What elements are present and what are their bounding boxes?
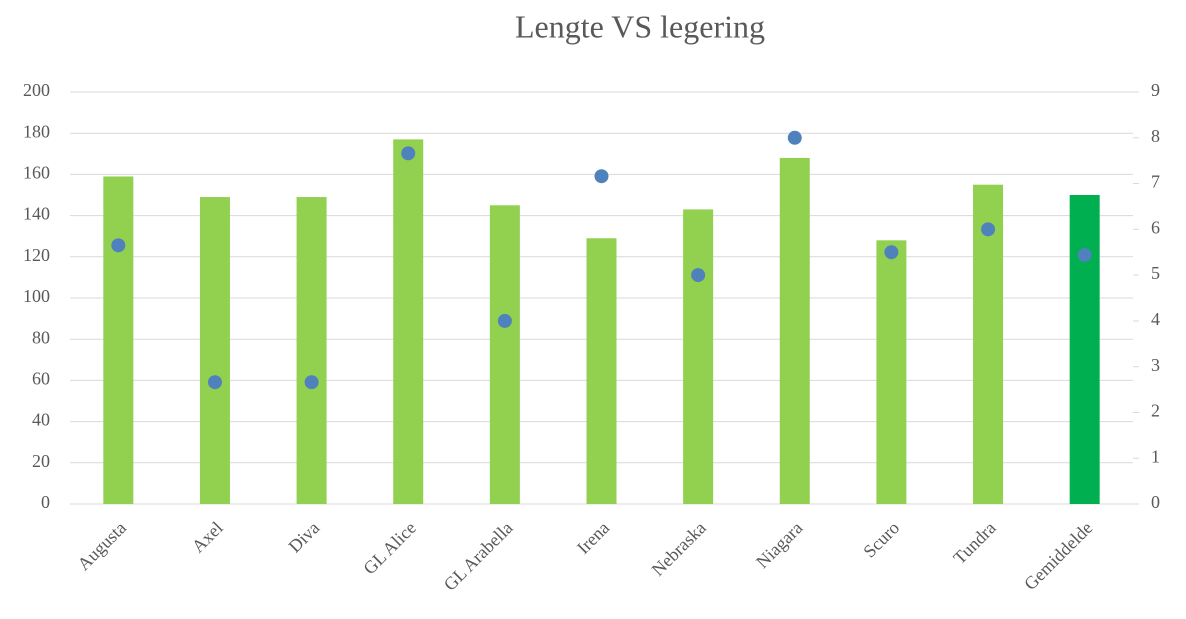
x-tick-label: Niagara — [752, 518, 806, 572]
y2-tick-label: 4 — [1151, 309, 1160, 329]
dot — [691, 268, 706, 283]
bar — [103, 176, 134, 504]
y-tick-label: 100 — [23, 286, 50, 306]
y-tick-label: 140 — [23, 204, 50, 224]
x-tick-label: Gemiddelde — [1020, 518, 1096, 594]
x-tick-label: Augusta — [73, 518, 130, 575]
y2-tick-label: 3 — [1151, 355, 1160, 375]
x-tick-label: Axel — [188, 518, 227, 557]
x-tick-label: Nebraska — [648, 518, 710, 580]
y-tick-label: 160 — [23, 163, 50, 183]
bar — [199, 197, 230, 504]
bar — [973, 184, 1004, 504]
x-tick-label: Irena — [573, 518, 613, 558]
y-tick-label: 60 — [32, 369, 50, 389]
y2-tick-label: 9 — [1151, 80, 1160, 100]
dot — [594, 169, 609, 184]
y-tick-label: 80 — [32, 327, 50, 347]
dot — [207, 375, 222, 390]
bar — [296, 197, 327, 504]
bar — [1069, 195, 1100, 504]
y2-tick-label: 0 — [1151, 492, 1160, 512]
bar — [393, 139, 424, 504]
y-tick-label: 180 — [23, 121, 50, 141]
dot — [304, 375, 319, 390]
dot — [497, 313, 512, 328]
x-tick-label: Diva — [284, 518, 323, 557]
y2-tick-label: 8 — [1151, 126, 1160, 146]
y2-tick-label: 7 — [1151, 172, 1160, 192]
dot — [401, 146, 416, 161]
x-tick-label: Tundra — [949, 518, 999, 568]
bar — [779, 157, 810, 505]
dot — [1077, 247, 1092, 262]
x-tick-label: Scuro — [859, 518, 903, 562]
y-tick-label: 120 — [23, 245, 50, 265]
dot — [981, 222, 996, 237]
y-tick-label: 40 — [32, 410, 50, 430]
bar — [876, 240, 907, 504]
chart-title: Lengte VS legering — [515, 8, 765, 44]
dot — [787, 130, 802, 145]
y2-tick-label: 1 — [1151, 446, 1160, 466]
y2-tick-label: 6 — [1151, 217, 1160, 237]
bar — [683, 209, 714, 505]
y-tick-label: 0 — [41, 492, 50, 512]
bar — [489, 205, 520, 505]
dot — [111, 238, 126, 253]
x-tick-label: GL Arabella — [440, 518, 517, 595]
y-tick-label: 200 — [23, 80, 50, 100]
y-tick-label: 20 — [32, 451, 50, 471]
dot — [884, 245, 899, 260]
x-tick-label: GL Alice — [359, 518, 420, 579]
bar — [586, 238, 617, 504]
y2-tick-label: 5 — [1151, 263, 1160, 283]
y2-tick-label: 2 — [1151, 401, 1160, 421]
